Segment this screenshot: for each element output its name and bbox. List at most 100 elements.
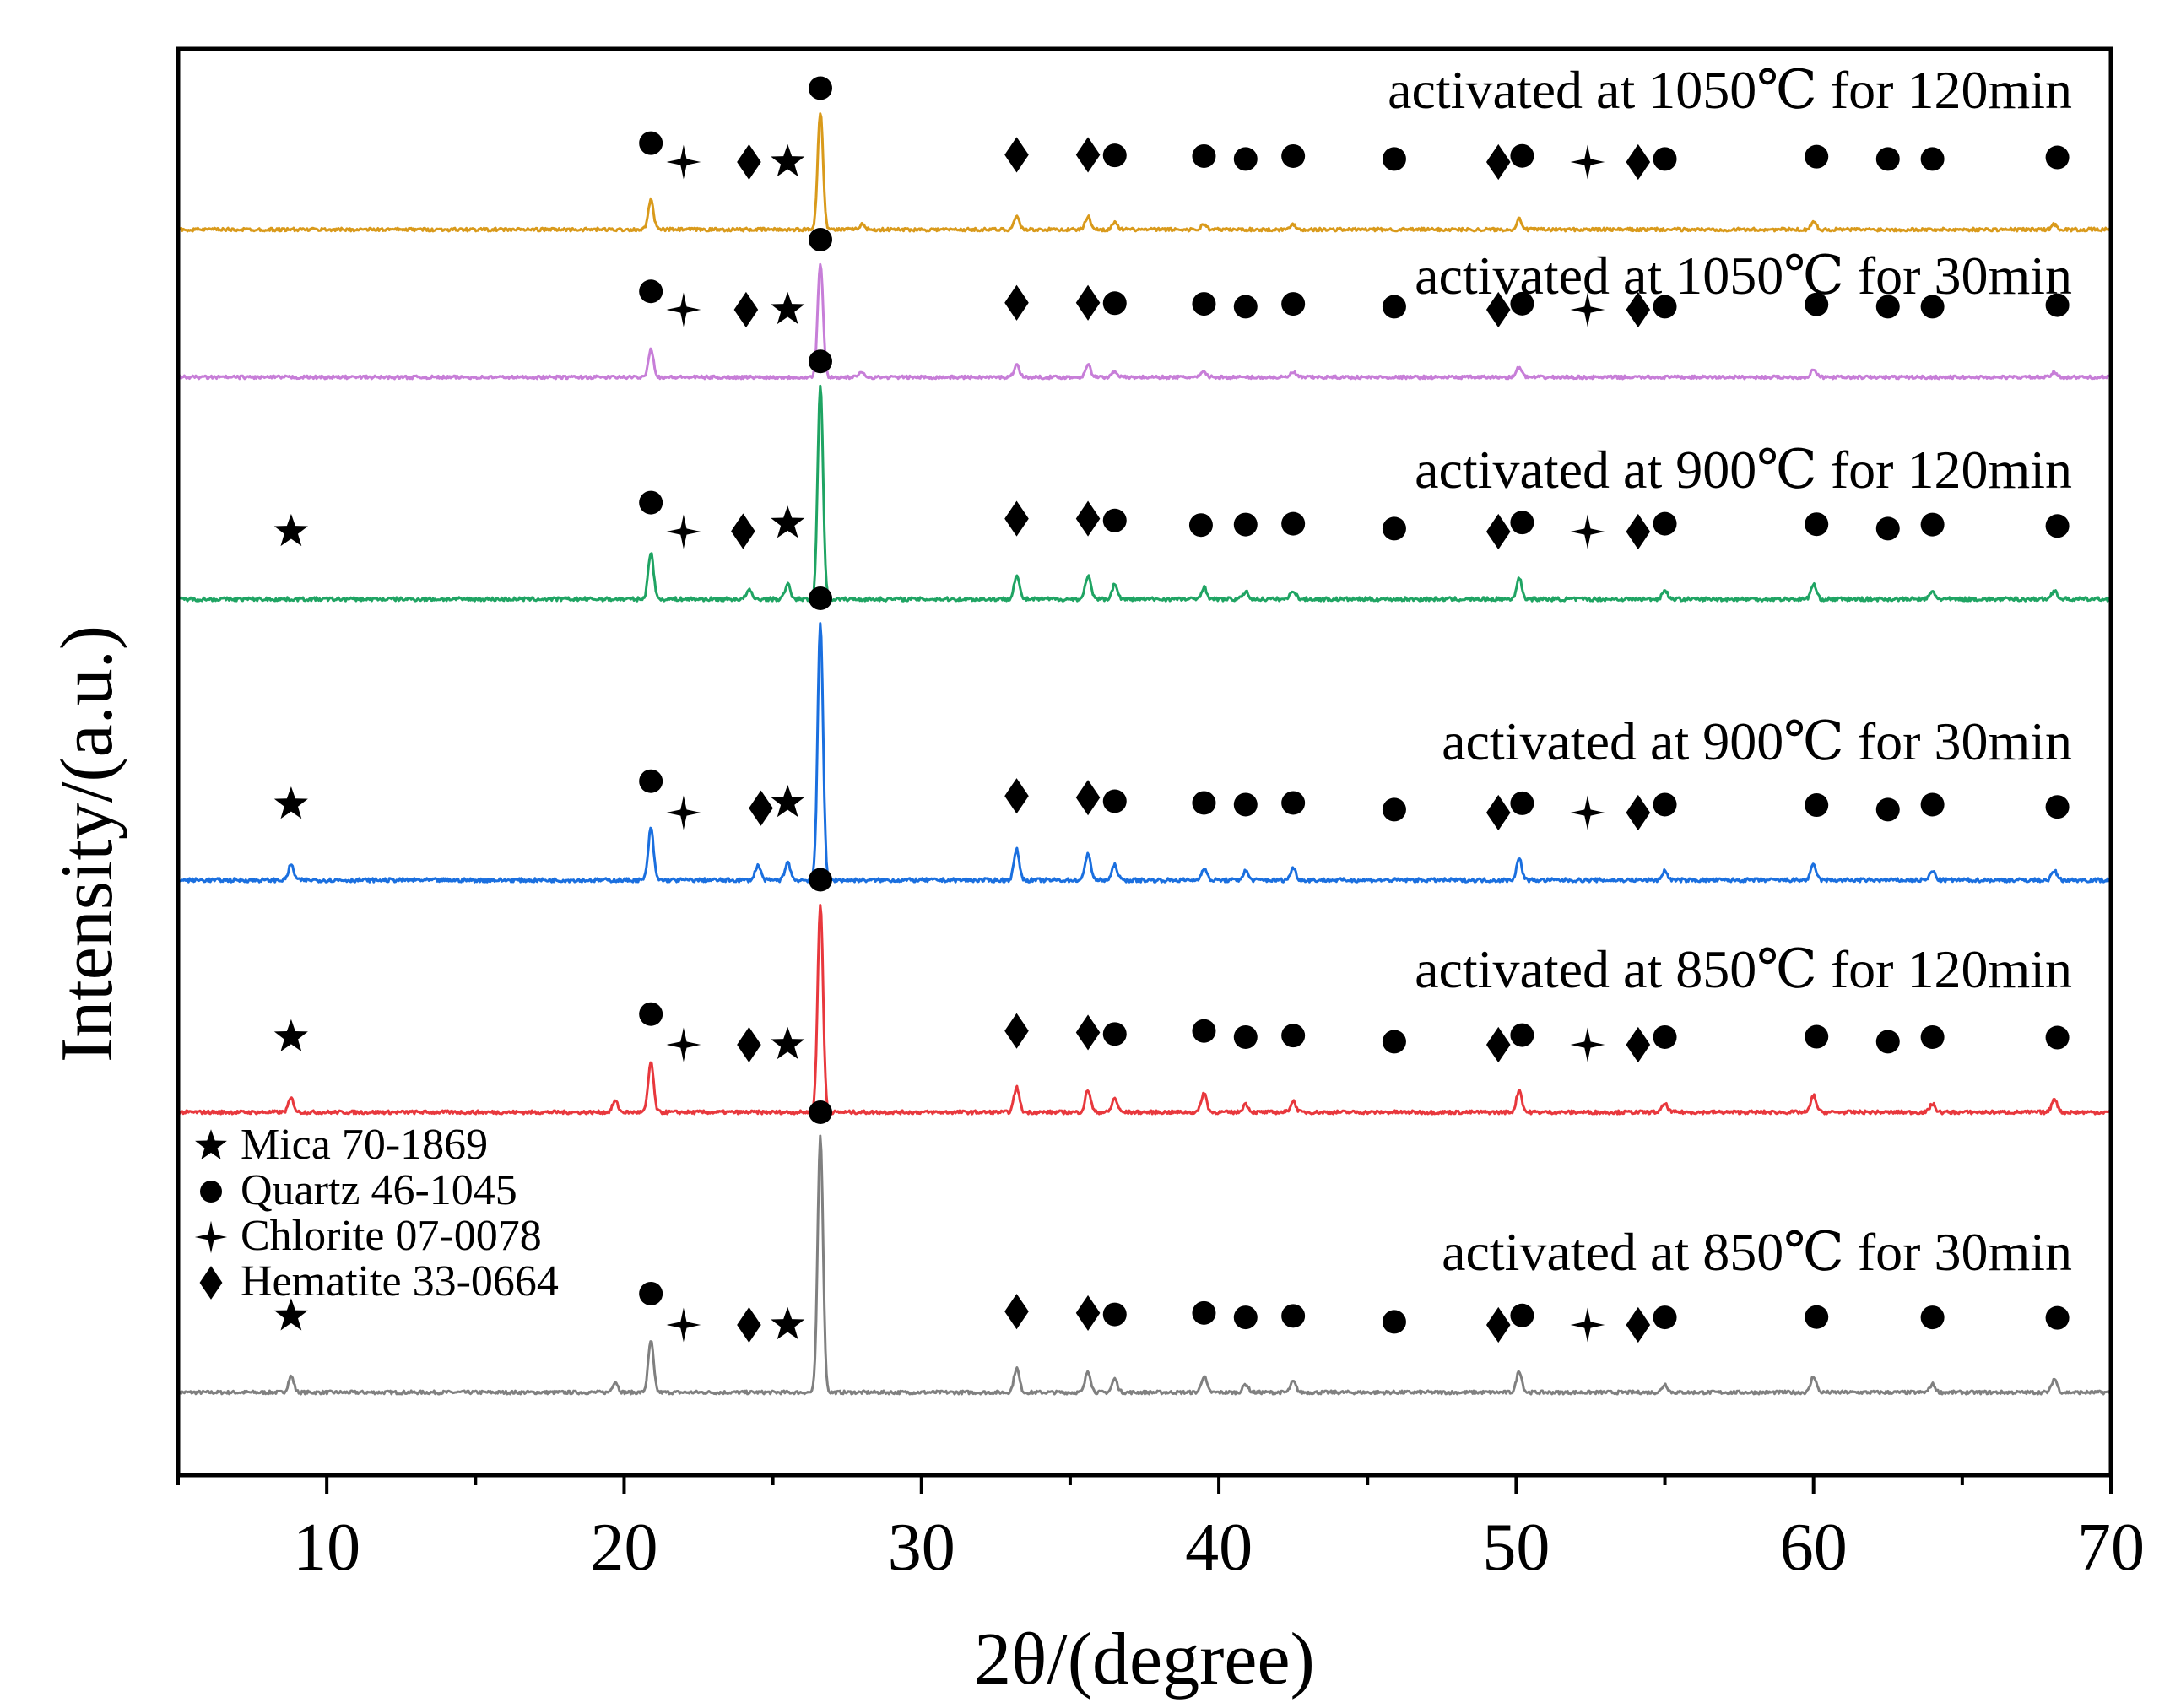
series-label: activated at 900℃ for 120min	[1415, 440, 2072, 500]
phase-marker-diamond	[1485, 794, 1511, 831]
series-line	[176, 112, 2112, 233]
phase-marker-cross-star	[666, 144, 701, 180]
phase-marker-diamond	[731, 513, 755, 549]
legend-star-icon	[195, 1129, 227, 1160]
phase-marker-cross-star	[1570, 1027, 1605, 1062]
phase-marker-circle	[2045, 514, 2070, 538]
legend-circle-icon	[200, 1181, 222, 1203]
x-tick-label: 30	[888, 1511, 955, 1585]
phase-marker-circle	[808, 868, 832, 892]
phase-marker-circle	[1653, 1024, 1677, 1049]
phase-marker-cross-star	[1570, 514, 1605, 549]
phase-marker-diamond	[1075, 780, 1101, 816]
phase-marker-star	[771, 505, 805, 538]
phase-marker-circle	[1192, 1300, 1216, 1325]
x-tick-label: 10	[293, 1511, 360, 1585]
phase-marker-diamond	[1004, 284, 1029, 321]
phase-marker-circle	[2045, 145, 2070, 170]
phase-marker-diamond	[1485, 143, 1511, 181]
phase-marker-circle	[1281, 1024, 1306, 1048]
phase-marker-cross-star	[666, 292, 701, 327]
phase-marker-circle	[808, 76, 832, 100]
phase-marker-star	[273, 513, 308, 547]
phase-marker-cross-star	[1570, 292, 1605, 327]
phase-marker-diamond	[1004, 1294, 1029, 1330]
series-label: activated at 850℃ for 120min	[1415, 939, 2072, 999]
phase-marker-circle	[639, 1002, 663, 1026]
phase-marker-circle	[1510, 291, 1534, 316]
phase-marker-circle	[639, 490, 663, 515]
phase-marker-diamond	[1485, 1026, 1511, 1063]
phase-marker-circle	[1805, 292, 1829, 316]
phase-marker-diamond	[737, 143, 761, 181]
legend-label: Chlorite 07-0078	[241, 1212, 542, 1260]
plot-frame	[176, 46, 2113, 1478]
phase-marker-diamond	[1004, 500, 1029, 537]
legend-diamond-icon	[199, 1266, 223, 1300]
phase-marker-diamond	[733, 291, 759, 328]
phase-marker-circle	[1920, 1305, 1945, 1330]
phase-marker-circle	[1653, 511, 1677, 536]
phase-marker-circle	[1805, 1305, 1829, 1329]
y-axis-label: Intensity/(a.u.)	[46, 625, 128, 1062]
phase-marker-circle	[1233, 1024, 1258, 1049]
phase-marker-circle	[808, 349, 832, 374]
series-line	[176, 622, 2112, 884]
phase-marker-star	[273, 1019, 308, 1051]
phase-marker-cross-star	[1570, 144, 1605, 180]
phase-marker-cross-star	[666, 1027, 701, 1062]
phase-marker-circle	[1805, 1024, 1829, 1049]
phase-marker-diamond	[1626, 1026, 1651, 1063]
phase-marker-diamond	[1626, 143, 1651, 181]
series-line	[176, 904, 2113, 1116]
phase-marker-circle	[1875, 147, 1900, 171]
phase-marker-diamond	[1626, 513, 1651, 550]
phase-marker-circle	[1382, 797, 1406, 822]
series-line	[176, 384, 2113, 603]
phase-marker-star	[771, 143, 805, 177]
phase-marker-circle	[1281, 143, 1306, 168]
phase-marker-diamond	[1626, 794, 1651, 831]
marker-layer	[273, 76, 2070, 1343]
phase-marker-circle	[1382, 516, 1406, 541]
phase-marker-diamond	[1004, 137, 1029, 173]
phase-marker-circle	[1510, 1303, 1534, 1327]
phase-marker-circle	[1920, 512, 1945, 537]
series-label: activated at 1050℃ for 30min	[1415, 246, 2072, 305]
phase-marker-circle	[1875, 516, 1900, 541]
phase-marker-diamond	[1626, 291, 1651, 328]
phase-marker-circle	[1281, 791, 1306, 815]
phase-marker-circle	[1281, 1304, 1306, 1328]
phase-marker-circle	[639, 131, 663, 155]
phase-marker-diamond	[1485, 1306, 1511, 1343]
phase-marker-circle	[1653, 295, 1677, 319]
phase-marker-star	[273, 1298, 308, 1331]
series-label: activated at 900℃ for 30min	[1442, 711, 2072, 771]
phase-marker-diamond	[1075, 137, 1101, 173]
series-label: activated at 1050℃ for 120min	[1388, 60, 2072, 120]
phase-marker-cross-star	[666, 795, 701, 830]
phase-marker-circle	[1875, 797, 1900, 822]
phase-marker-circle	[1233, 1305, 1258, 1330]
phase-marker-diamond	[1626, 1306, 1651, 1343]
phase-marker-cross-star	[666, 514, 701, 549]
phase-marker-circle	[808, 228, 832, 251]
phase-marker-circle	[1653, 147, 1677, 171]
phase-marker-diamond	[737, 1026, 761, 1063]
phase-marker-diamond	[749, 790, 773, 826]
phase-marker-circle	[1233, 512, 1258, 537]
phase-marker-circle	[1281, 511, 1306, 536]
phase-marker-circle	[808, 586, 832, 610]
phase-marker-cross-star	[1570, 795, 1605, 830]
phase-marker-circle	[1102, 291, 1127, 316]
phase-marker-diamond	[1485, 513, 1511, 550]
phase-marker-circle	[1192, 1019, 1216, 1043]
phase-marker-circle	[1875, 295, 1900, 319]
phase-marker-cross-star	[1570, 1307, 1605, 1343]
phase-marker-circle	[1920, 792, 1945, 817]
legend-label: Hematite 33-0664	[241, 1257, 559, 1305]
phase-marker-diamond	[1004, 778, 1029, 814]
phase-marker-circle	[1102, 789, 1127, 813]
